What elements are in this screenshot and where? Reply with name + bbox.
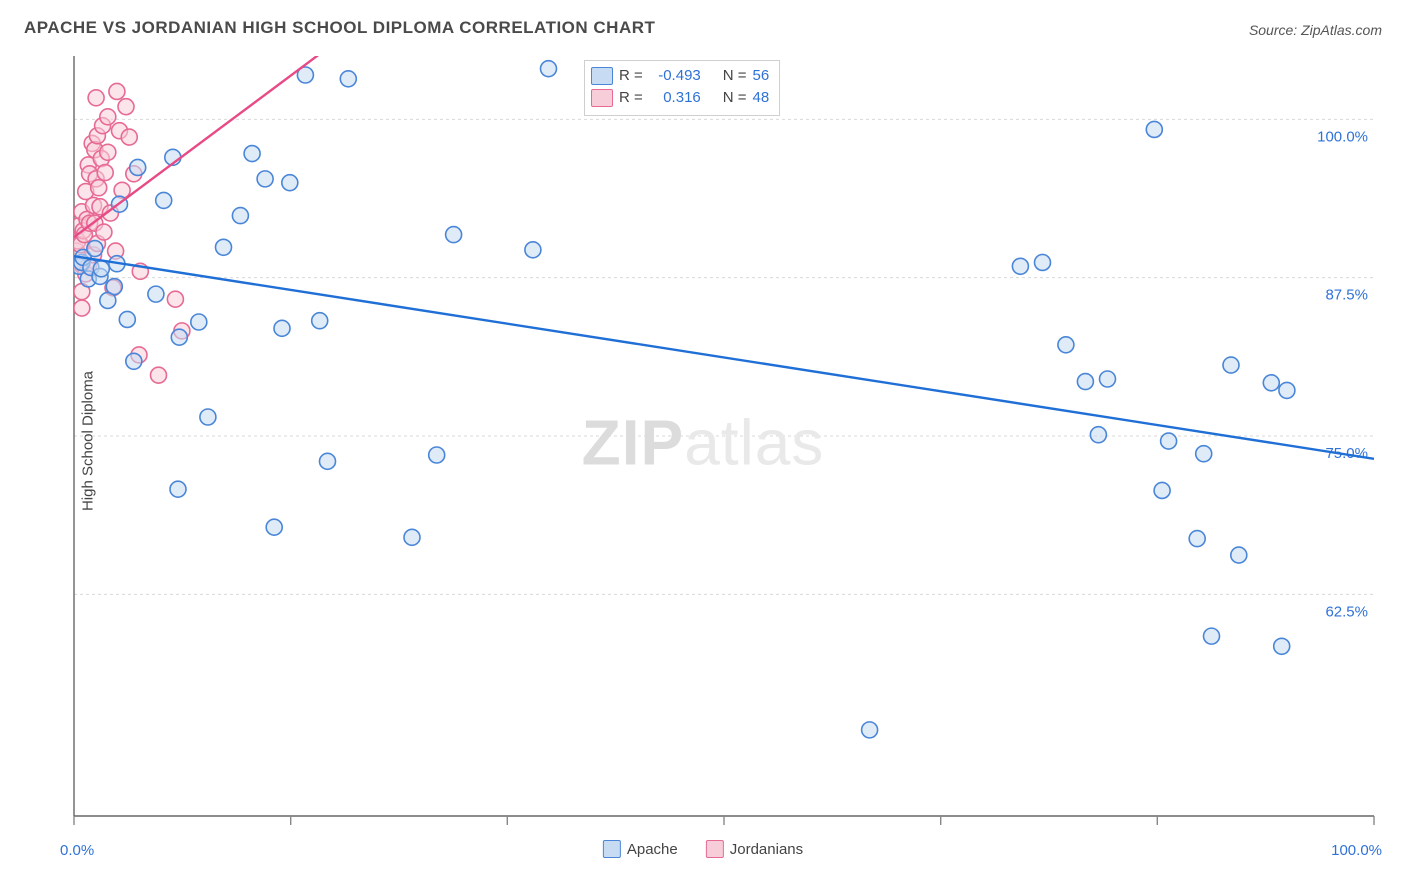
x-axis-min-label: 0.0% xyxy=(60,842,94,859)
chart-title: APACHE VS JORDANIAN HIGH SCHOOL DIPLOMA … xyxy=(24,18,655,38)
n-value-apache: 56 xyxy=(753,65,770,87)
legend-swatch-icon xyxy=(603,840,621,858)
y-axis-label: High School Diploma xyxy=(80,371,97,511)
svg-text:62.5%: 62.5% xyxy=(1325,603,1368,620)
x-axis-max-label: 100.0% xyxy=(1331,842,1382,859)
legend-label: Apache xyxy=(627,841,678,858)
legend-row-jordanians: R = 0.316 N = 48 xyxy=(591,87,769,109)
chart-container: High School Diploma ZIPatlas 100.0%87.5%… xyxy=(24,46,1382,836)
legend-swatch-apache xyxy=(591,67,613,85)
r-value-apache: -0.493 xyxy=(649,65,701,87)
legend-swatch-jordanians xyxy=(591,89,613,107)
r-label: R = xyxy=(619,65,643,87)
r-value-jordanians: 0.316 xyxy=(649,87,701,109)
r-label: R = xyxy=(619,87,643,109)
correlation-legend-box: R = -0.493 N = 56 R = 0.316 N = 48 xyxy=(584,60,780,116)
series-legend: Apache Jordanians xyxy=(603,840,803,858)
source-prefix: Source: xyxy=(1249,22,1301,38)
legend-row-apache: R = -0.493 N = 56 xyxy=(591,65,769,87)
legend-swatch-icon xyxy=(706,840,724,858)
n-value-jordanians: 48 xyxy=(753,87,770,109)
n-label: N = xyxy=(723,87,747,109)
n-label: N = xyxy=(723,65,747,87)
svg-text:87.5%: 87.5% xyxy=(1325,287,1368,304)
legend-item-apache: Apache xyxy=(603,840,678,858)
legend-item-jordanians: Jordanians xyxy=(706,840,803,858)
x-axis-footer: 0.0% Apache Jordanians 100.0% xyxy=(24,840,1382,870)
legend-label: Jordanians xyxy=(730,841,803,858)
svg-text:100.0%: 100.0% xyxy=(1317,128,1368,145)
source-attribution: Source: ZipAtlas.com xyxy=(1249,22,1382,38)
chart-header: APACHE VS JORDANIAN HIGH SCHOOL DIPLOMA … xyxy=(0,0,1406,46)
source-name: ZipAtlas.com xyxy=(1301,22,1382,38)
scatter-chart: 100.0%87.5%75.0%62.5% xyxy=(24,46,1382,836)
